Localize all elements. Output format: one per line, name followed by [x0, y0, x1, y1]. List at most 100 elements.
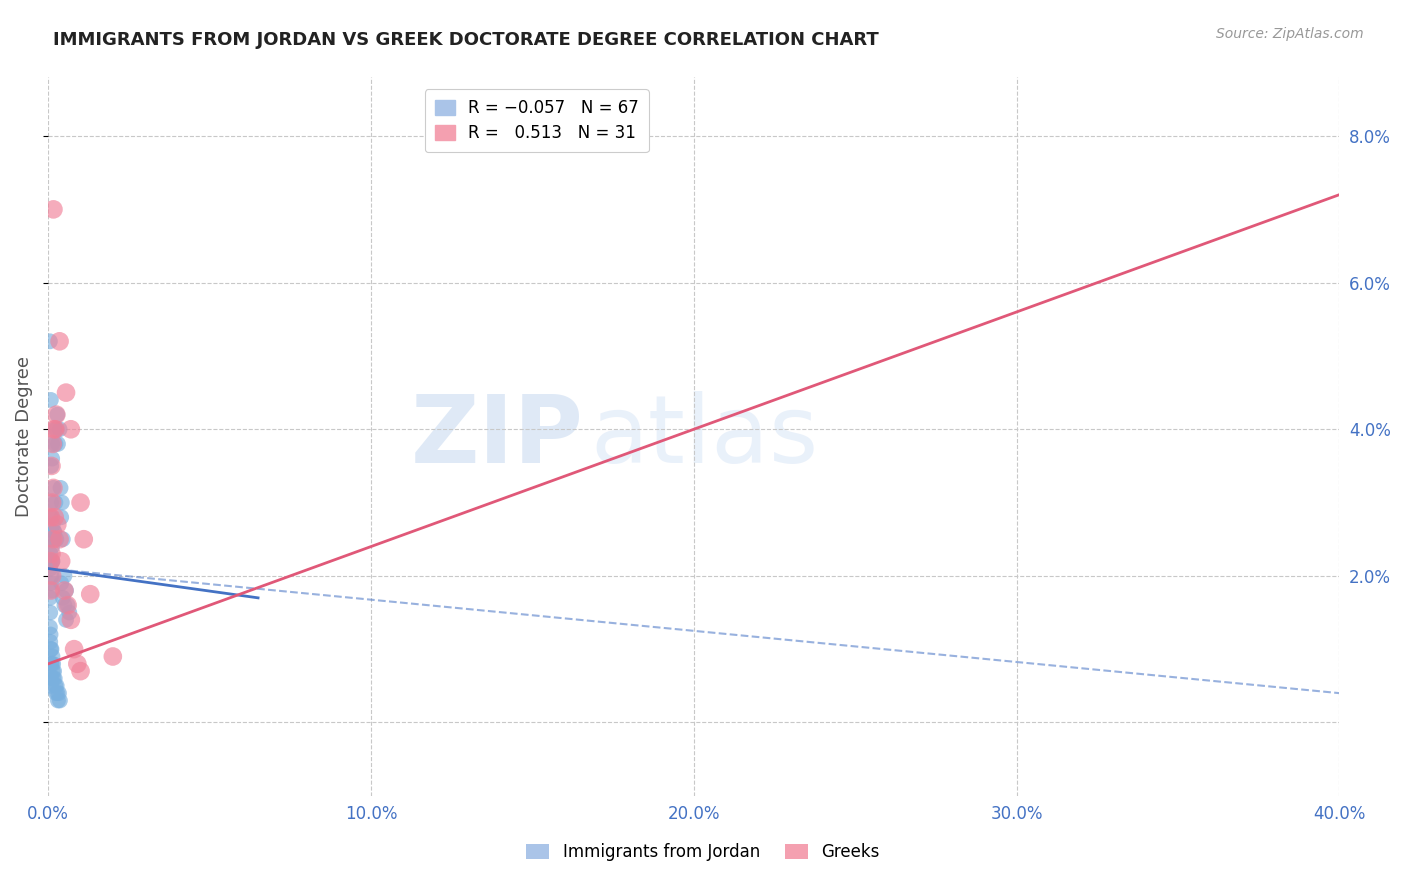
Point: [39, 510, 62, 524]
Point: [38, 591, 60, 605]
Point: [39, 510, 62, 524]
Text: IMMIGRANTS FROM JORDAN VS GREEK DOCTORATE DEGREE CORRELATION CHART: IMMIGRANTS FROM JORDAN VS GREEK DOCTORAT…: [53, 31, 879, 49]
Point: [46, 693, 69, 707]
Point: [48, 533, 70, 547]
Point: [41, 554, 63, 568]
Point: [41, 569, 63, 583]
Point: [42, 533, 65, 547]
Point: [56, 598, 79, 612]
Point: [42, 524, 65, 539]
Point: [55, 385, 77, 400]
Point: [69, 664, 91, 678]
Y-axis label: Doctorate Degree: Doctorate Degree: [15, 356, 32, 517]
Point: [41, 510, 63, 524]
Point: [79, 587, 101, 601]
Point: [51, 510, 73, 524]
Point: [39, 583, 62, 598]
Point: [42, 481, 65, 495]
Point: [45, 686, 67, 700]
Point: [51, 495, 73, 509]
Point: [51, 554, 73, 568]
Point: [56, 598, 79, 612]
Point: [41, 451, 63, 466]
Point: [42, 533, 65, 547]
Point: [41, 540, 63, 554]
Point: [58, 606, 80, 620]
Point: [41, 554, 63, 568]
Point: [42, 437, 65, 451]
Point: [41, 642, 63, 657]
Point: [41, 547, 63, 561]
Point: [41, 495, 63, 509]
Point: [38, 620, 60, 634]
Point: [59, 613, 82, 627]
Point: [53, 569, 76, 583]
Point: [53, 598, 76, 612]
Point: [53, 583, 76, 598]
Point: [52, 533, 75, 547]
Point: [38, 334, 60, 349]
Point: [42, 422, 65, 436]
Point: [44, 524, 66, 539]
Point: [41, 458, 63, 473]
Point: [46, 408, 69, 422]
Point: [39, 561, 62, 575]
Point: [55, 613, 77, 627]
Point: [44, 510, 66, 524]
Point: [42, 202, 65, 217]
Point: [44, 672, 66, 686]
Point: [39, 657, 62, 671]
Point: [39, 554, 62, 568]
Point: [42, 664, 65, 678]
Point: [101, 649, 124, 664]
Point: [41, 583, 63, 598]
Point: [42, 657, 65, 671]
Point: [46, 437, 69, 451]
Point: [42, 517, 65, 532]
Point: [39, 635, 62, 649]
Point: [73, 533, 96, 547]
Point: [63, 642, 86, 657]
Point: [48, 686, 70, 700]
Point: [55, 583, 77, 598]
Point: [46, 686, 69, 700]
Point: [66, 657, 89, 671]
Point: [48, 422, 70, 436]
Point: [44, 437, 66, 451]
Point: [41, 657, 63, 671]
Point: [39, 642, 62, 657]
Point: [51, 576, 73, 591]
Point: [39, 495, 62, 509]
Point: [41, 437, 63, 451]
Point: [45, 679, 67, 693]
Point: [42, 664, 65, 678]
Point: [44, 422, 66, 436]
Point: [49, 481, 72, 495]
Point: [39, 392, 62, 407]
Text: Source: ZipAtlas.com: Source: ZipAtlas.com: [1216, 27, 1364, 41]
Point: [59, 422, 82, 436]
Point: [49, 693, 72, 707]
Point: [46, 517, 69, 532]
Point: [45, 422, 67, 436]
Point: [42, 672, 65, 686]
Point: [44, 495, 66, 509]
Point: [45, 533, 67, 547]
Point: [41, 569, 63, 583]
Point: [44, 679, 66, 693]
Point: [52, 591, 75, 605]
Point: [42, 481, 65, 495]
Text: atlas: atlas: [591, 391, 818, 483]
Point: [41, 649, 63, 664]
Legend: R = −0.057   N = 67, R =   0.513   N = 31: R = −0.057 N = 67, R = 0.513 N = 31: [425, 89, 648, 152]
Point: [39, 606, 62, 620]
Point: [45, 408, 67, 422]
Point: [69, 495, 91, 509]
Point: [38, 554, 60, 568]
Point: [39, 679, 62, 693]
Point: [39, 458, 62, 473]
Point: [39, 547, 62, 561]
Legend: Immigrants from Jordan, Greeks: Immigrants from Jordan, Greeks: [519, 837, 887, 868]
Text: ZIP: ZIP: [411, 391, 583, 483]
Point: [44, 422, 66, 436]
